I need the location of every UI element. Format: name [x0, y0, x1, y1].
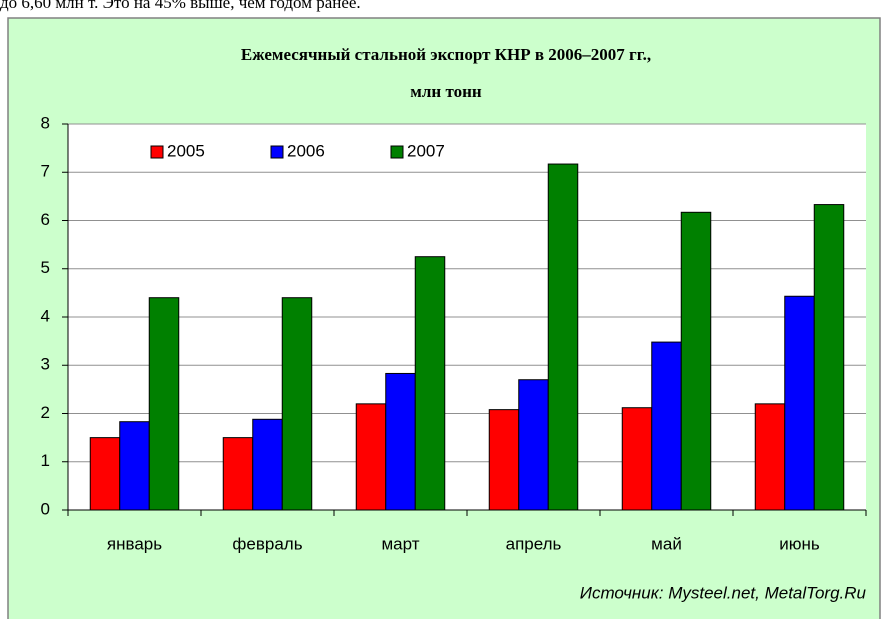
y-tick-label: 7 [41, 162, 50, 181]
legend-label: 2007 [407, 141, 445, 160]
x-tick-label: февраль [232, 534, 302, 553]
bar [680, 211, 712, 511]
page-text: до 6,60 млн т. Это на 45% выше, чем годо… [0, 0, 361, 12]
x-tick-label: май [651, 534, 682, 553]
x-tick-label: март [381, 534, 419, 553]
bar [813, 204, 845, 511]
bar [414, 256, 446, 511]
y-tick-label: 6 [41, 210, 50, 229]
bar [252, 418, 283, 511]
bar [784, 295, 815, 511]
legend-label: 2006 [287, 141, 325, 160]
x-tick-label: июнь [779, 534, 820, 553]
bar [385, 372, 416, 511]
y-tick-label: 5 [41, 258, 50, 277]
bar [119, 421, 150, 511]
bar [281, 297, 313, 511]
legend-label: 2005 [167, 141, 205, 160]
y-tick-label: 4 [41, 306, 50, 325]
legend-swatch [270, 145, 284, 159]
y-tick-label: 3 [41, 355, 50, 374]
x-tick-label: январь [107, 534, 162, 553]
chart-subtitle: млн тонн [410, 82, 482, 101]
legend-swatch [150, 145, 164, 159]
bar [355, 403, 387, 511]
bar [488, 409, 520, 511]
source-note: Источник: Mysteel.net, MetalTorg.Ru [580, 583, 867, 602]
y-tick-label: 0 [41, 499, 50, 518]
bar [148, 297, 180, 511]
bar [547, 163, 579, 511]
x-tick-label: апрель [506, 534, 562, 553]
chart-title: Ежемесячный стальной экспорт КНР в 2006–… [241, 45, 651, 64]
bar [518, 379, 549, 511]
bar [222, 437, 254, 511]
bar [89, 437, 121, 511]
y-tick-label: 1 [41, 451, 50, 470]
y-tick-label: 8 [41, 113, 50, 132]
y-tick-label: 2 [41, 403, 50, 422]
legend-swatch [390, 145, 404, 159]
bar [621, 407, 653, 511]
bar [651, 341, 682, 511]
bar [754, 403, 786, 511]
